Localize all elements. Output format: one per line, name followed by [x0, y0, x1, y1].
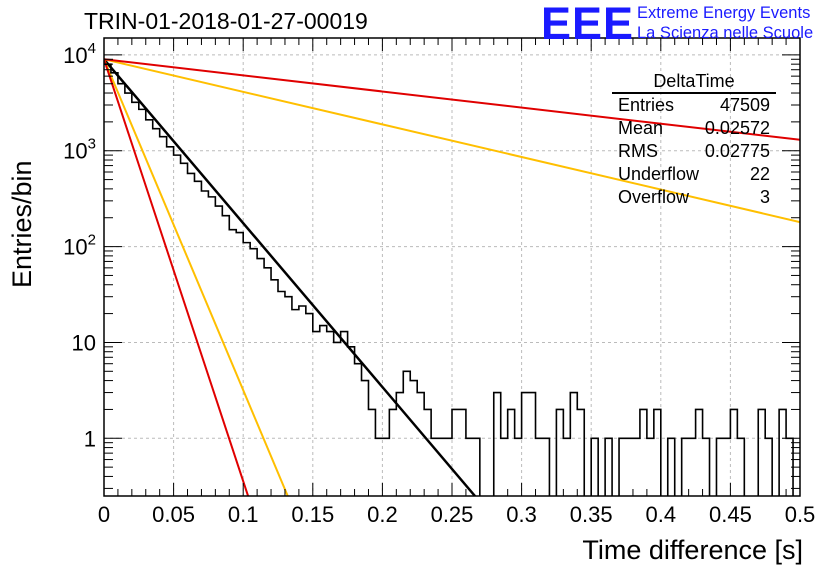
stats-row-overflow: Overflow 3 [612, 186, 776, 209]
fit-line [104, 58, 800, 224]
fit-line [104, 58, 250, 496]
stats-row-rms: RMS 0.02775 [612, 140, 776, 163]
stats-label: RMS [618, 141, 658, 161]
stats-row-entries: Entries 47509 [612, 94, 776, 117]
x-axis-label: Time difference [s] [582, 535, 803, 565]
stats-value: 22 [749, 164, 770, 184]
x-tick-label: 0.3 [506, 502, 537, 527]
x-tick-label: 0.4 [646, 502, 677, 527]
x-tick-label: 0.5 [785, 502, 816, 527]
stats-label: Mean [618, 118, 664, 138]
stats-box: DeltaTime Entries 47509 Mean 0.02572 RMS… [612, 70, 776, 209]
stats-label: Entries [618, 95, 675, 115]
y-tick-label: 104 [63, 40, 96, 68]
x-tick-label: 0.15 [291, 502, 334, 527]
x-tick-label: 0.35 [570, 502, 613, 527]
stats-row-underflow: Underflow 22 [612, 163, 776, 186]
fit-line [104, 58, 289, 496]
x-tick-label: 0.2 [367, 502, 398, 527]
logo-line-2: La Scienza nelle Scuole [637, 24, 814, 42]
y-axis-label: Entries/bin [7, 160, 37, 288]
stats-value: 47509 [719, 95, 770, 115]
stats-value: 0.02572 [704, 118, 770, 138]
x-tick-label: 0.45 [709, 502, 752, 527]
logo-line-1: Extreme Energy Events [637, 4, 811, 22]
fit-line [104, 58, 800, 141]
histogram-outline [104, 63, 794, 496]
y-tick-label: 103 [63, 136, 96, 164]
y-tick-label: 10 [72, 330, 96, 355]
stats-value: 0.02775 [704, 141, 770, 161]
eee-logo-text: Extreme Energy Events La Scienza nelle S… [637, 3, 813, 43]
eee-logo-mark: EEE [541, 0, 635, 49]
stats-title: DeltaTime [612, 70, 776, 94]
x-tick-label: 0 [98, 502, 110, 527]
stats-row-mean: Mean 0.02572 [612, 117, 776, 140]
y-tick-label: 1 [84, 426, 96, 451]
chart-title: TRIN-01-2018-01-27-00019 [84, 8, 368, 34]
stats-label: Underflow [618, 164, 700, 184]
x-tick-label: 0.05 [152, 502, 195, 527]
stats-label: Overflow [618, 187, 690, 207]
x-tick-label: 0.25 [431, 502, 474, 527]
stats-value: 3 [759, 187, 770, 207]
y-tick-label: 102 [63, 232, 96, 260]
fit-line [104, 58, 476, 496]
x-tick-label: 0.1 [228, 502, 259, 527]
